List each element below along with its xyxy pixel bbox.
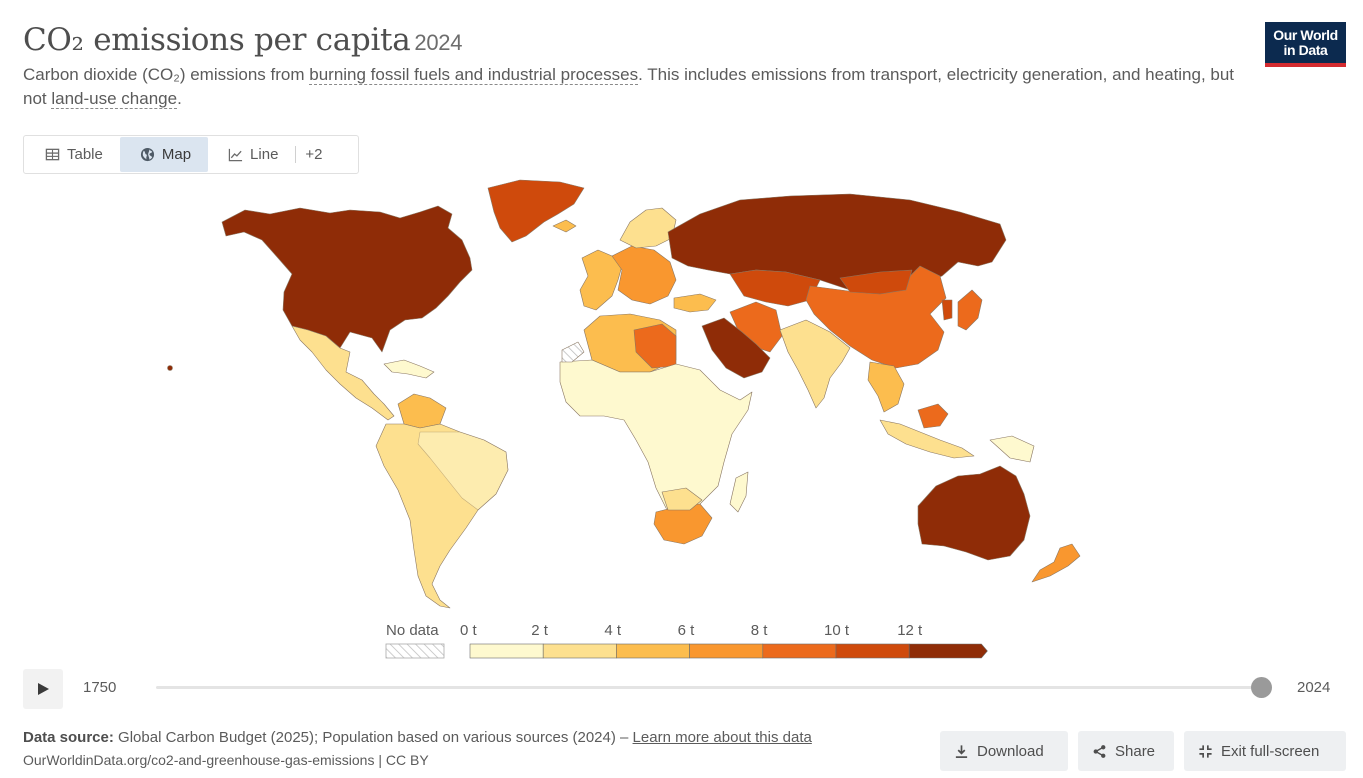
table-icon xyxy=(45,148,60,161)
region-scandinavia[interactable] xyxy=(619,207,677,249)
exit-fullscreen-icon xyxy=(1199,744,1212,758)
tab-map-label: Map xyxy=(161,146,192,163)
legend-bin-label: 10 t xyxy=(824,622,850,639)
line-chart-icon xyxy=(228,148,243,162)
region-brazil[interactable] xyxy=(417,431,509,511)
download-label: Download xyxy=(977,742,1044,760)
subtitle-link-fossil-fuels[interactable]: burning fossil fuels and industrial proc… xyxy=(309,65,639,85)
download-button[interactable]: Download xyxy=(940,731,1068,771)
region-turkey[interactable] xyxy=(673,293,717,313)
region-mongolia[interactable] xyxy=(839,269,913,295)
subtitle-link-land-use[interactable]: land-use change xyxy=(51,89,178,109)
region-subsaharan-africa[interactable] xyxy=(559,359,753,515)
tab-line-label: Line xyxy=(250,146,279,163)
title-year: 2024 xyxy=(414,30,463,55)
region-indonesia[interactable] xyxy=(879,419,975,459)
timeline-handle[interactable] xyxy=(1251,677,1272,698)
logo-line-1: Our World xyxy=(1273,27,1338,43)
region-arabia[interactable] xyxy=(701,317,771,379)
legend-no-data-label: No data xyxy=(386,622,439,639)
exit-fullscreen-button[interactable]: Exit full-screen xyxy=(1184,731,1346,771)
legend-bin-label: 0 t xyxy=(460,622,477,639)
region-new-zealand[interactable] xyxy=(1031,543,1081,583)
owid-logo[interactable]: Our World in Data xyxy=(1265,22,1346,67)
region-iceland[interactable] xyxy=(552,219,577,233)
timeline-start-year[interactable]: 1750 xyxy=(83,679,117,696)
timeline-track[interactable] xyxy=(156,686,1261,689)
learn-more-link[interactable]: Learn more about this data xyxy=(632,729,812,746)
title-text: CO₂ emissions per capita xyxy=(23,22,411,58)
region-madagascar[interactable] xyxy=(729,471,749,513)
region-korea[interactable] xyxy=(941,299,953,321)
region-venezuela[interactable] xyxy=(397,393,447,429)
view-tabs: Table Map Line +2 xyxy=(23,135,359,174)
world-map xyxy=(167,179,1081,609)
subtitle-suffix: . xyxy=(177,89,182,108)
logo-line-2: in Data xyxy=(1283,42,1328,58)
legend-bin[interactable] xyxy=(908,643,988,659)
tab-table[interactable]: Table xyxy=(25,137,120,172)
legend-bin-label: 2 t xyxy=(531,622,548,639)
legend-bin-label: 6 t xyxy=(677,622,695,639)
tab-map[interactable]: Map xyxy=(119,137,209,172)
region-russia[interactable] xyxy=(667,193,1007,295)
region-north-america[interactable] xyxy=(221,205,473,353)
region-hawaii[interactable] xyxy=(167,365,173,371)
legend-bins xyxy=(469,643,988,659)
share-button[interactable]: Share xyxy=(1078,731,1174,771)
region-india[interactable] xyxy=(779,319,851,409)
legend-bin-label: 8 t xyxy=(750,622,768,639)
subtitle-middle: . This includes emissions from transport… xyxy=(23,65,1235,108)
region-mexico[interactable] xyxy=(291,325,395,421)
share-icon xyxy=(1093,744,1106,758)
legend-bin[interactable] xyxy=(835,643,910,659)
legend-bin[interactable] xyxy=(762,643,837,659)
source-url[interactable]: OurWorldinData.org/co2-and-greenhouse-ga… xyxy=(23,752,429,768)
region-botswana[interactable] xyxy=(661,487,703,511)
legend-bin[interactable] xyxy=(616,643,690,659)
share-label: Share xyxy=(1115,742,1156,760)
globe-icon xyxy=(140,147,154,162)
region-caribbean[interactable] xyxy=(383,359,435,379)
data-source: Data source: Global Carbon Budget (2025)… xyxy=(23,729,812,746)
legend-no-data-swatch xyxy=(385,643,445,659)
region-australia[interactable] xyxy=(917,465,1031,561)
region-southeast-asia[interactable] xyxy=(867,361,905,413)
legend-bin-label: 4 t xyxy=(604,622,622,639)
region-png[interactable] xyxy=(989,435,1035,463)
source-text: Global Carbon Budget (2025); Population … xyxy=(113,729,633,746)
region-no-data[interactable] xyxy=(561,341,585,363)
legend-bin[interactable] xyxy=(689,643,764,659)
tab-separator xyxy=(295,146,297,163)
timeline-end-year[interactable]: 2024 xyxy=(1297,679,1331,696)
legend-bin[interactable] xyxy=(542,643,617,659)
play-button[interactable] xyxy=(23,669,63,709)
region-malaysia[interactable] xyxy=(917,403,949,429)
subtitle-prefix: Carbon dioxide (CO₂) emissions from xyxy=(23,65,310,84)
exit-fullscreen-label: Exit full-screen xyxy=(1221,742,1320,760)
region-japan[interactable] xyxy=(957,289,983,331)
chart-subtitle: Carbon dioxide (CO₂) emissions from burn… xyxy=(23,63,1253,111)
download-icon xyxy=(955,744,968,758)
tab-more[interactable]: +2 xyxy=(305,146,323,163)
tab-table-label: Table xyxy=(67,146,103,163)
play-icon xyxy=(37,683,49,695)
tab-line[interactable]: Line xyxy=(208,137,295,172)
region-europe-west[interactable] xyxy=(579,249,623,311)
legend-bin[interactable] xyxy=(469,643,544,659)
chart-title: CO₂ emissions per capita 2024 xyxy=(23,22,462,58)
region-greenland[interactable] xyxy=(487,179,585,243)
source-label: Data source: xyxy=(23,729,114,746)
legend-bin-label: 12 t xyxy=(897,622,923,639)
region-europe-central[interactable] xyxy=(611,245,677,305)
